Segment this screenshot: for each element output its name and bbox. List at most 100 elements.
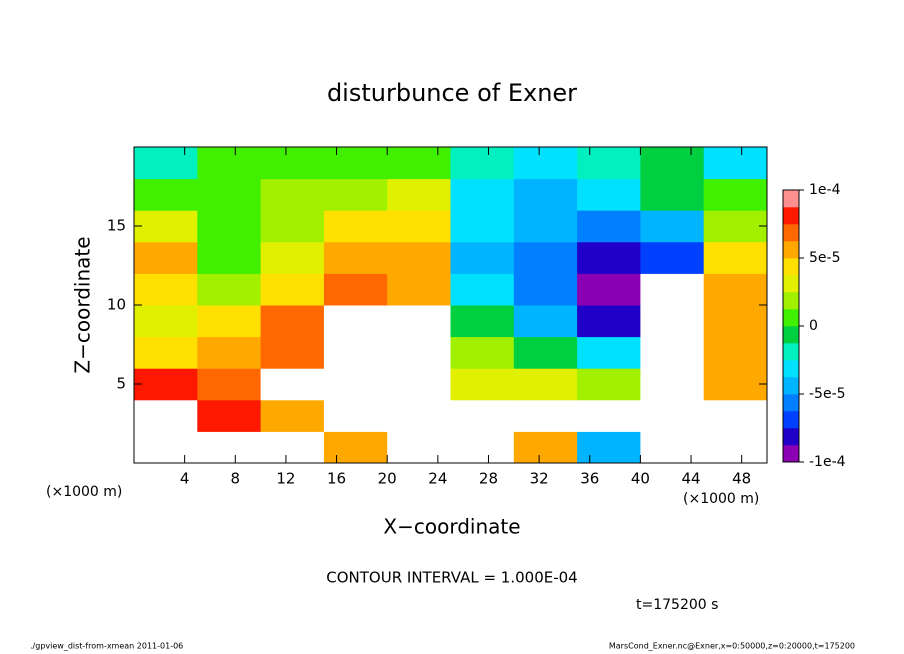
colorbar-tick-label: -5e-5 [809,386,846,402]
colorbar-segment [783,394,799,412]
heatmap-cell [260,147,325,180]
heatmap-cell [387,399,451,432]
contour-interval: CONTOUR INTERVAL = 1.000E-04 [326,569,577,587]
y-tick-label: 10 [107,296,126,314]
heatmap-cell [703,399,768,432]
heatmap-cell [513,368,578,401]
colorbar-segment [783,343,799,361]
colorbar-segment [783,428,799,446]
heatmap-cell [134,336,198,369]
heatmap-cell [323,336,388,369]
heatmap-cell [450,368,515,401]
heatmap-cell [640,210,705,243]
heatmap-cell [513,273,578,306]
colorbar-segment [783,190,799,208]
heatmap-cell [703,210,768,243]
heatmap-cell [260,368,325,401]
heatmap-cell [513,336,578,369]
heatmap-cell [134,305,198,338]
heatmap-cell [450,431,515,464]
colorbar-segment [783,326,799,344]
heatmap-cell [640,178,705,211]
x-tick-label: 12 [276,470,295,488]
heatmap-cell [387,305,451,338]
heatmap-cell [260,305,325,338]
x-tick-label: 4 [180,470,190,488]
heatmap-cell [513,178,578,211]
heatmap-cell [450,305,515,338]
heatmap-cell [260,336,325,369]
colorbar-segment [783,309,799,327]
heatmap-cell [197,368,262,401]
x-axis-label: X−coordinate [383,515,520,539]
colorbar-segment [783,258,799,276]
heatmap-cell [577,147,641,180]
heatmap-cell [323,368,388,401]
x-unit-label: (×1000 m) [683,491,759,507]
heatmap-cell [323,210,388,243]
heatmap-cell [197,336,262,369]
heatmap-cell [577,305,641,338]
heatmap-cell [450,399,515,432]
heatmap-cell [323,241,388,274]
heatmap-cell [513,305,578,338]
heatmap-cell [450,336,515,369]
x-tick-label: 28 [479,470,498,488]
y-unit-label: (×1000 m) [46,484,122,500]
heatmap-cell [577,431,641,464]
heatmap-cell [387,210,451,243]
heatmap-cell [260,241,325,274]
heatmap-cell [387,431,451,464]
x-tick-label: 40 [631,470,650,488]
heatmap-cell [640,336,705,369]
footer-left: ./gpview_dist-from-xmean 2011-01-06 [30,642,183,651]
heatmap-cell [577,399,641,432]
heatmap-cell [640,241,705,274]
x-tick-label: 48 [732,470,751,488]
colorbar-segment [783,224,799,242]
heatmap-cell [134,368,198,401]
heatmap-cell [197,178,262,211]
colorbar-segment [783,360,799,378]
colorbar-segment [783,241,799,259]
heatmap-cell [387,147,451,180]
heatmap-cell [197,305,262,338]
x-tick-label: 24 [428,470,447,488]
colorbar-tick-label: -1e-4 [809,454,846,470]
heatmap-cell [703,147,768,180]
heatmap-cell [577,178,641,211]
y-tick-label: 5 [116,375,126,393]
heatmap-cell [640,431,705,464]
heatmap-cell [450,178,515,211]
heatmap-cell [703,305,768,338]
heatmap-cell [577,210,641,243]
heatmap-cell [197,273,262,306]
heatmap-cell [450,273,515,306]
heatmap-cell [134,147,198,180]
heatmap-cell [260,431,325,464]
heatmap-cell [387,336,451,369]
colorbar-segment [783,445,799,463]
heatmap-cell [260,399,325,432]
heatmap-cell [640,368,705,401]
colorbar-segment [783,275,799,293]
heatmap-cell [323,178,388,211]
heatmap-cell [513,147,578,180]
heatmap-cell [703,273,768,306]
heatmap-cell [640,305,705,338]
heatmap-cell [577,273,641,306]
x-tick-label: 36 [580,470,599,488]
heatmap-cell [513,210,578,243]
heatmap-cell [513,241,578,274]
heatmap-cell [323,399,388,432]
heatmap-cell [323,147,388,180]
heatmap-cell [134,399,198,432]
heatmap-cell [703,241,768,274]
heatmap-cell [703,431,768,464]
y-tick-label: 15 [107,217,126,235]
heatmap-cell [197,210,262,243]
x-tick-label: 20 [378,470,397,488]
colorbar-segment [783,207,799,225]
heatmap-cell [260,210,325,243]
heatmap-cell [134,431,198,464]
